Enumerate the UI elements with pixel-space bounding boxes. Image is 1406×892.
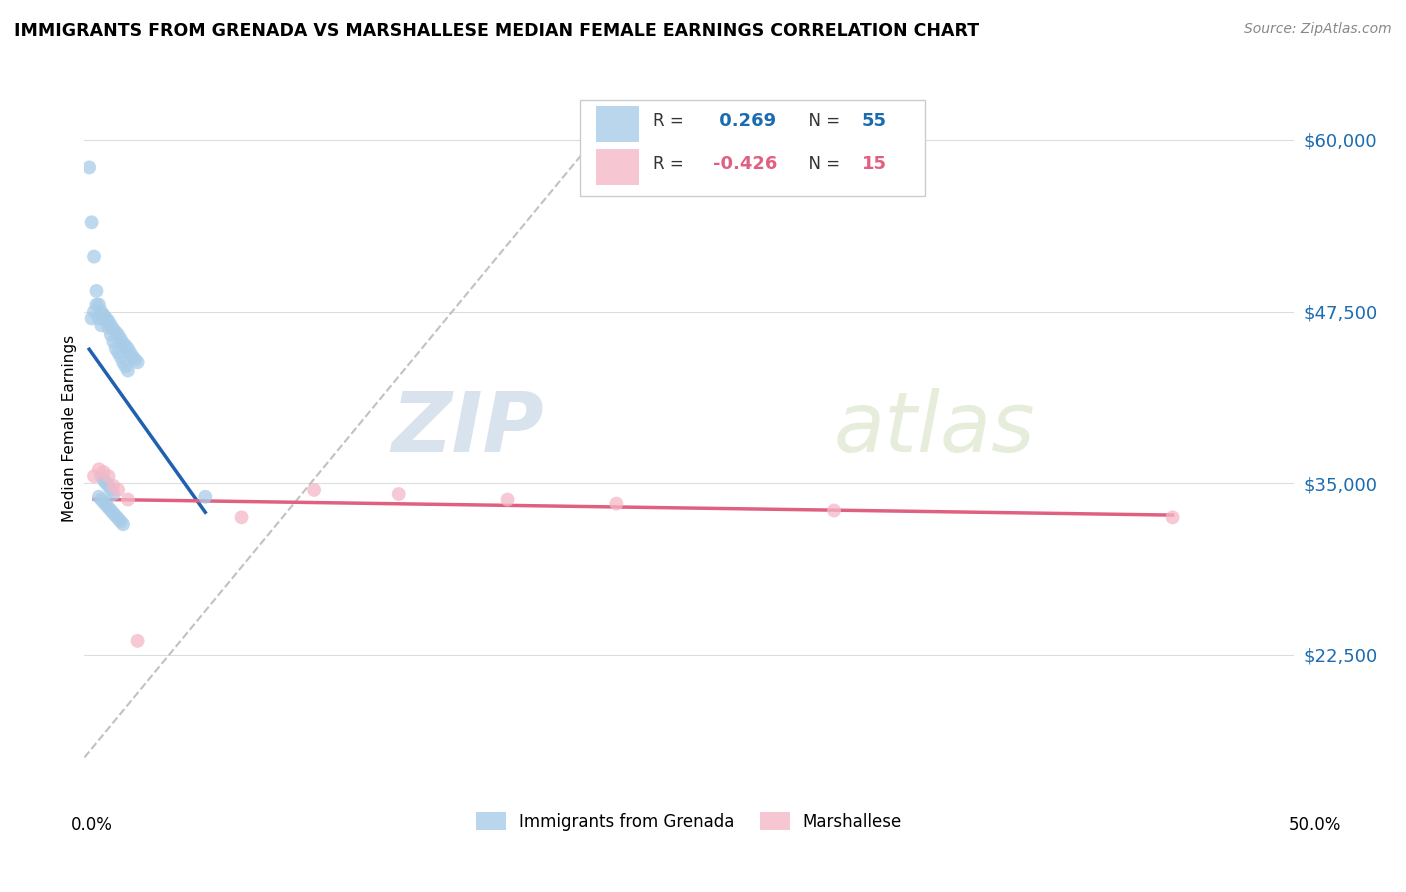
Point bbox=[100, 483, 122, 497]
Point bbox=[94, 476, 117, 491]
Point bbox=[90, 304, 112, 318]
Point bbox=[823, 503, 845, 517]
Point bbox=[107, 483, 129, 497]
Point bbox=[97, 314, 120, 328]
Point bbox=[86, 298, 108, 312]
Point bbox=[112, 355, 135, 369]
Point bbox=[93, 309, 115, 323]
Point bbox=[80, 215, 103, 229]
Text: Source: ZipAtlas.com: Source: ZipAtlas.com bbox=[1244, 22, 1392, 37]
Point bbox=[97, 479, 120, 493]
Text: atlas: atlas bbox=[834, 388, 1036, 468]
Point bbox=[107, 345, 129, 359]
FancyBboxPatch shape bbox=[596, 149, 640, 186]
Point bbox=[97, 469, 120, 483]
Point bbox=[103, 479, 125, 493]
Text: 0.269: 0.269 bbox=[713, 112, 776, 130]
Point bbox=[496, 492, 519, 507]
Text: 50.0%: 50.0% bbox=[1288, 816, 1341, 834]
Point bbox=[114, 359, 136, 374]
Point bbox=[97, 321, 120, 335]
Text: N =: N = bbox=[797, 155, 845, 173]
Point bbox=[110, 515, 132, 529]
Point bbox=[93, 473, 115, 487]
Point bbox=[127, 633, 149, 648]
Point bbox=[87, 298, 110, 312]
FancyBboxPatch shape bbox=[596, 106, 640, 143]
Point bbox=[112, 336, 135, 351]
Point bbox=[121, 350, 143, 364]
Point bbox=[110, 350, 132, 364]
Point bbox=[87, 311, 110, 326]
Point bbox=[77, 161, 100, 175]
Point bbox=[94, 311, 117, 326]
Point bbox=[112, 517, 135, 532]
Point bbox=[83, 304, 105, 318]
Point bbox=[87, 490, 110, 504]
Point bbox=[97, 500, 120, 515]
Point bbox=[124, 352, 146, 367]
Point bbox=[107, 512, 129, 526]
Point bbox=[104, 342, 127, 356]
Point bbox=[605, 497, 627, 511]
Point bbox=[127, 355, 149, 369]
Point bbox=[93, 309, 115, 323]
Point bbox=[90, 318, 112, 333]
FancyBboxPatch shape bbox=[581, 100, 925, 196]
Point bbox=[94, 498, 117, 512]
Text: IMMIGRANTS FROM GRENADA VS MARSHALLESE MEDIAN FEMALE EARNINGS CORRELATION CHART: IMMIGRANTS FROM GRENADA VS MARSHALLESE M… bbox=[14, 22, 979, 40]
Point bbox=[94, 314, 117, 328]
Text: R =: R = bbox=[652, 155, 689, 173]
Point bbox=[114, 339, 136, 353]
Point bbox=[83, 469, 105, 483]
Point bbox=[110, 332, 132, 346]
Point bbox=[90, 492, 112, 507]
Point bbox=[107, 327, 129, 342]
Text: R =: R = bbox=[652, 112, 689, 130]
Point bbox=[87, 462, 110, 476]
Point bbox=[103, 322, 125, 336]
Point bbox=[104, 508, 127, 523]
Text: 55: 55 bbox=[862, 112, 887, 130]
Point bbox=[90, 469, 112, 483]
Text: 15: 15 bbox=[862, 155, 887, 173]
Point bbox=[100, 327, 122, 342]
Point bbox=[93, 495, 115, 509]
Point bbox=[100, 503, 122, 517]
Point bbox=[93, 465, 115, 479]
Point bbox=[231, 510, 253, 524]
Point bbox=[86, 284, 108, 298]
Point bbox=[117, 363, 139, 377]
Point bbox=[100, 318, 122, 333]
Point bbox=[302, 483, 325, 497]
Text: 0.0%: 0.0% bbox=[70, 816, 112, 834]
Point bbox=[104, 325, 127, 339]
Point bbox=[80, 311, 103, 326]
Point bbox=[120, 345, 142, 359]
Text: ZIP: ZIP bbox=[391, 388, 544, 468]
Y-axis label: Median Female Earnings: Median Female Earnings bbox=[62, 334, 77, 522]
Legend: Immigrants from Grenada, Marshallese: Immigrants from Grenada, Marshallese bbox=[470, 805, 908, 838]
Point bbox=[117, 342, 139, 356]
Point bbox=[103, 506, 125, 520]
Point bbox=[117, 492, 139, 507]
Point bbox=[83, 250, 105, 264]
Point bbox=[1161, 510, 1184, 524]
Point bbox=[103, 487, 125, 501]
Point bbox=[103, 334, 125, 349]
Text: -0.426: -0.426 bbox=[713, 155, 778, 173]
Point bbox=[194, 490, 217, 504]
Point bbox=[388, 487, 411, 501]
Text: N =: N = bbox=[797, 112, 845, 130]
